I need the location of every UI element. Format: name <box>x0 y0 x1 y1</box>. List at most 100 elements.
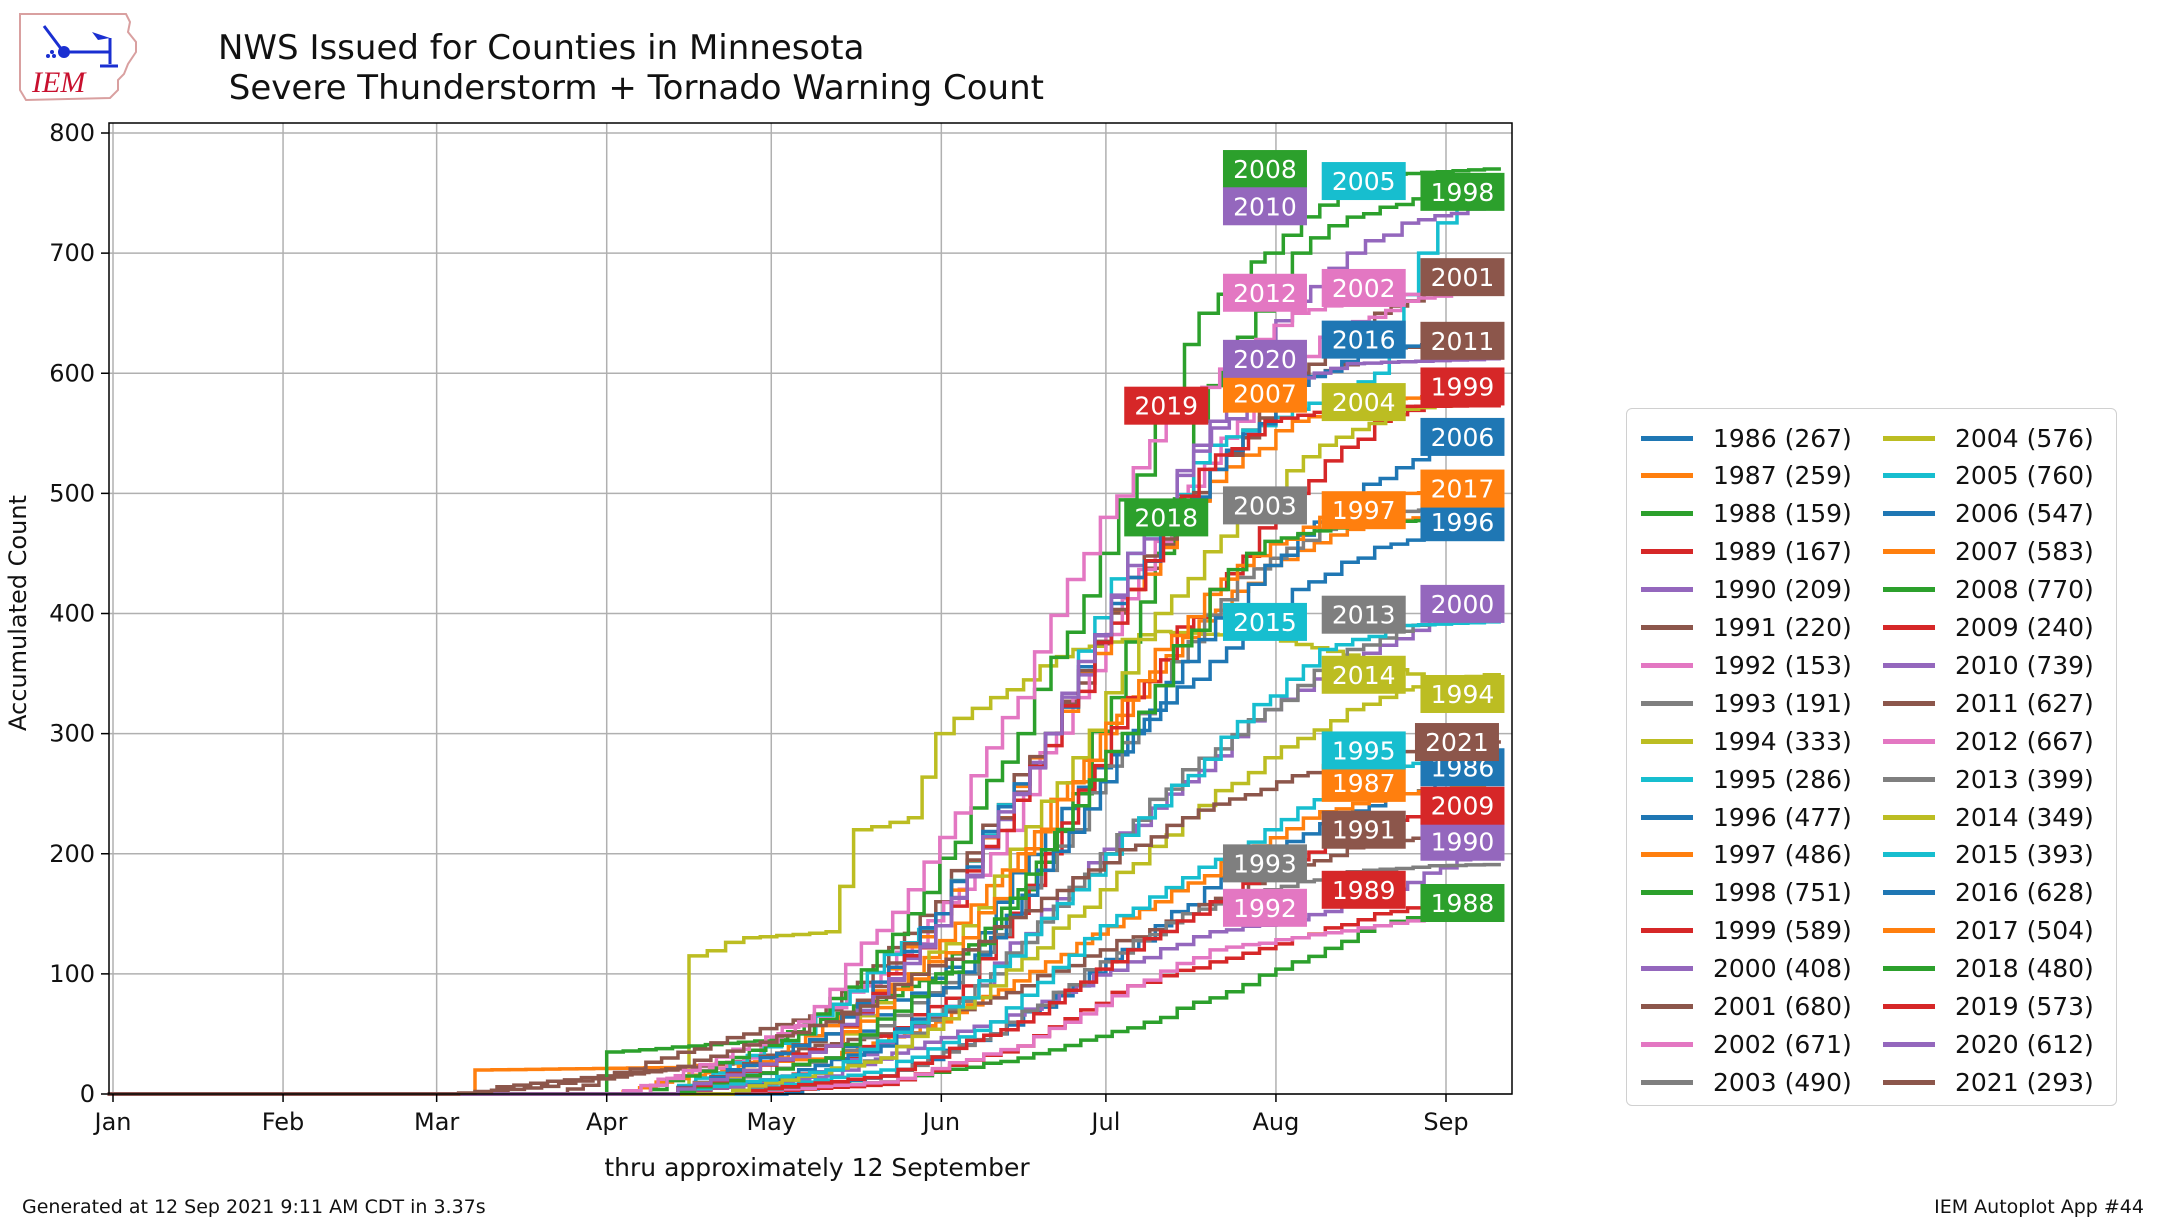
axis-ticks: 0 100 200 300 400 500 600 700 800 Jan Feb Mar Apr May… <box>49 119 1468 1136</box>
legend-swatch <box>1641 1079 1693 1085</box>
series-label-2013: 2013 <box>1332 601 1396 630</box>
series-label-2011: 2011 <box>1431 327 1495 356</box>
series-label-1996: 1996 <box>1431 508 1495 537</box>
x-tick-label: Sep <box>1423 1108 1468 1136</box>
series-label-2014: 2014 <box>1332 661 1396 690</box>
legend-label: 2013 (399) <box>1955 764 2094 794</box>
series-label-box-2016 <box>1321 320 1406 359</box>
legend-item-2004: 2004 (576) <box>1883 421 2094 455</box>
generated-timestamp: Generated at 12 Sep 2021 9:11 AM CDT in … <box>22 1196 486 1218</box>
legend-label: 2012 (667) <box>1955 726 2094 756</box>
legend-swatch <box>1641 890 1693 896</box>
legend-label: 2014 (349) <box>1955 802 2094 832</box>
legend-label: 2009 (240) <box>1955 613 2094 642</box>
series-label-box-2001 <box>1420 258 1505 297</box>
legend-item-2002: 2002 (671) <box>1641 1027 1852 1061</box>
legend-item-1993: 1993 (191) <box>1641 686 1852 720</box>
y-tick-label: 200 <box>49 840 95 868</box>
series-label-box-2014 <box>1321 655 1406 694</box>
legend-label: 2005 (760) <box>1955 461 2094 491</box>
legend-item-2011: 2011 (627) <box>1883 686 2094 720</box>
legend-item-1991: 1991 (220) <box>1641 611 1852 645</box>
legend-swatch <box>1641 587 1693 593</box>
legend-swatch <box>1641 852 1693 858</box>
series-label-2020: 2020 <box>1233 345 1297 374</box>
legend-swatch <box>1883 435 1935 441</box>
legend-swatch <box>1883 1004 1935 1009</box>
series-line-1998 <box>107 190 1501 1096</box>
legend-item-2009: 2009 (240) <box>1883 611 2094 645</box>
iowa-outline-icon: IEM <box>19 13 137 102</box>
legend-item-1999: 1999 (589) <box>1641 914 1852 948</box>
legend-label: 1995 (286) <box>1713 764 1852 794</box>
legend-label: 2007 (583) <box>1955 537 2094 567</box>
legend-item-2006: 2006 (547) <box>1883 497 2094 531</box>
iem-logo: IEM <box>14 8 144 104</box>
legend: 1986 (267) 1987 (259) 1988 (159) 1989 (167)… <box>1626 408 2117 1106</box>
series-label-2001: 2001 <box>1431 263 1495 292</box>
series-line-2011 <box>107 339 1501 1096</box>
series-label-1992: 1992 <box>1233 894 1297 923</box>
series-label-2019: 2019 <box>1134 392 1198 421</box>
legend-label: 1992 (153) <box>1713 650 1852 680</box>
legend-swatch <box>1641 966 1693 972</box>
legend-item-2019: 2019 (573) <box>1883 990 2094 1024</box>
series-label-box-1992 <box>1222 888 1307 927</box>
chart-title-line1: NWS Issued for Counties in Minnesota <box>218 28 865 68</box>
legend-label: 1988 (159) <box>1713 499 1852 529</box>
legend-item-2005: 2005 (760) <box>1883 459 2094 493</box>
series-label-box-1994 <box>1420 674 1505 713</box>
series-label-1995: 1995 <box>1332 736 1396 765</box>
legend-label: 2019 (573) <box>1955 992 2094 1021</box>
series-label-box-2017 <box>1420 469 1505 508</box>
legend-swatch <box>1883 511 1935 517</box>
legend-label: 2008 (770) <box>1955 575 2094 605</box>
legend-label: 2018 (480) <box>1955 954 2094 984</box>
series-label-box-1996 <box>1420 503 1505 542</box>
series-label-2008: 2008 <box>1233 155 1297 184</box>
series-label-box-1997 <box>1321 491 1406 530</box>
plot-frame <box>108 122 1513 1095</box>
legend-swatch <box>1883 549 1935 555</box>
legend-swatch <box>1883 1041 1935 1047</box>
legend-item-2014: 2014 (349) <box>1883 800 2094 834</box>
series-label-1994: 1994 <box>1431 680 1495 709</box>
x-tick-label: Feb <box>262 1108 305 1136</box>
series-label-1988: 1988 <box>1431 889 1495 918</box>
legend-swatch <box>1883 738 1935 744</box>
series-label-2010: 2010 <box>1233 192 1297 221</box>
series-label-2005: 2005 <box>1332 167 1396 196</box>
series-line-2017 <box>107 486 1501 1096</box>
legend-swatch <box>1641 473 1693 479</box>
series-label-2015: 2015 <box>1233 608 1297 637</box>
series-label-box-2004 <box>1321 383 1406 422</box>
series-label-box-1991 <box>1321 810 1406 849</box>
y-tick-label: 300 <box>49 720 95 748</box>
series-label-1993: 1993 <box>1233 849 1297 878</box>
series-label-box-1988 <box>1420 884 1505 923</box>
legend-label: 2000 (408) <box>1713 954 1852 984</box>
series-label-2017: 2017 <box>1431 475 1495 504</box>
legend-label: 1989 (167) <box>1713 537 1852 567</box>
series-label-box-2007 <box>1222 374 1307 413</box>
legend-item-2018: 2018 (480) <box>1883 952 2094 986</box>
legend-item-2010: 2010 (739) <box>1883 648 2094 682</box>
legend-label: 2001 (680) <box>1713 992 1852 1021</box>
series-label-2018: 2018 <box>1134 503 1198 532</box>
series-label-box-2019 <box>1124 386 1209 425</box>
series-label-box-2021 <box>1414 723 1499 762</box>
legend-item-2015: 2015 (393) <box>1883 838 2094 872</box>
legend-label: 2021 (293) <box>1955 1067 2094 1097</box>
series-label-box-2005 <box>1321 162 1406 201</box>
legend-swatch <box>1641 549 1693 555</box>
legend-item-1998: 1998 (751) <box>1641 876 1852 910</box>
y-tick-label: 700 <box>49 239 95 267</box>
series-label-1998: 1998 <box>1431 178 1495 207</box>
legend-swatch <box>1641 700 1693 706</box>
legend-swatch <box>1883 473 1935 479</box>
legend-label: 2002 (671) <box>1713 1029 1852 1059</box>
series-label-box-2006 <box>1420 417 1505 456</box>
legend-item-1989: 1989 (167) <box>1641 535 1852 569</box>
series-line-2021 <box>107 740 1501 1096</box>
